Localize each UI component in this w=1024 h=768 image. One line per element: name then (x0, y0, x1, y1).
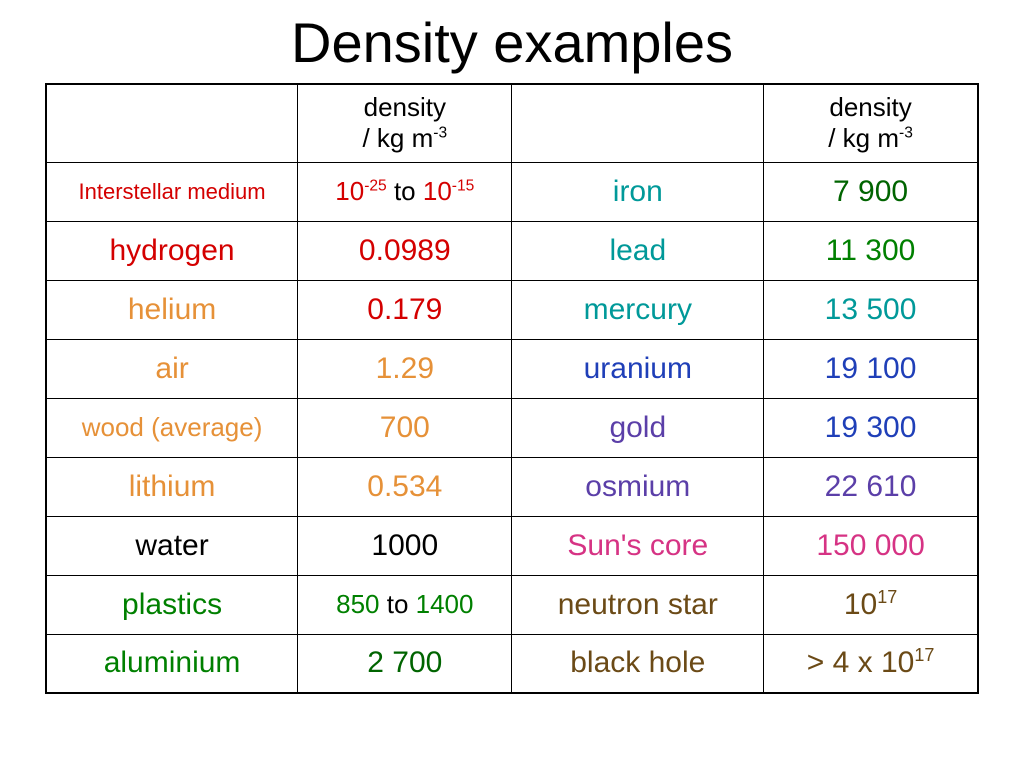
density-value: 0.534 (298, 457, 512, 516)
substance-name: water (46, 516, 298, 575)
substance-name: iron (512, 162, 764, 221)
page-title: Density examples (45, 10, 979, 75)
table-row: Interstellar medium10-25 to 10-15iron7 9… (46, 162, 978, 221)
density-value: 19 100 (764, 339, 978, 398)
substance-name: uranium (512, 339, 764, 398)
table-body: Interstellar medium10-25 to 10-15iron7 9… (46, 162, 978, 693)
header-density-2: density / kg m-3 (764, 84, 978, 162)
substance-name: mercury (512, 280, 764, 339)
substance-name: air (46, 339, 298, 398)
density-value: 0.179 (298, 280, 512, 339)
density-value: > 4 x 1017 (764, 634, 978, 693)
density-table: density / kg m-3 density / kg m-3 Inters… (45, 83, 979, 694)
table-row: lithium0.534osmium22 610 (46, 457, 978, 516)
substance-name: hydrogen (46, 221, 298, 280)
table-header-row: density / kg m-3 density / kg m-3 (46, 84, 978, 162)
substance-name: Sun's core (512, 516, 764, 575)
density-value: 700 (298, 398, 512, 457)
table-row: wood (average)700gold19 300 (46, 398, 978, 457)
header-empty-1 (46, 84, 298, 162)
density-value: 11 300 (764, 221, 978, 280)
table-row: aluminium2 700black hole> 4 x 1017 (46, 634, 978, 693)
substance-name: lithium (46, 457, 298, 516)
density-value: 1.29 (298, 339, 512, 398)
density-value: 1000 (298, 516, 512, 575)
substance-name: lead (512, 221, 764, 280)
substance-name: wood (average) (46, 398, 298, 457)
substance-name: plastics (46, 575, 298, 634)
header-empty-2 (512, 84, 764, 162)
substance-name: Interstellar medium (46, 162, 298, 221)
substance-name: gold (512, 398, 764, 457)
table-row: helium0.179mercury13 500 (46, 280, 978, 339)
density-value: 1017 (764, 575, 978, 634)
table-row: plastics850 to 1400neutron star1017 (46, 575, 978, 634)
density-value: 0.0989 (298, 221, 512, 280)
density-value: 13 500 (764, 280, 978, 339)
density-value: 22 610 (764, 457, 978, 516)
density-value: 2 700 (298, 634, 512, 693)
table-row: hydrogen0.0989lead11 300 (46, 221, 978, 280)
table-row: water1000Sun's core150 000 (46, 516, 978, 575)
density-value: 10-25 to 10-15 (298, 162, 512, 221)
substance-name: black hole (512, 634, 764, 693)
substance-name: osmium (512, 457, 764, 516)
table-row: air1.29uranium19 100 (46, 339, 978, 398)
density-value: 850 to 1400 (298, 575, 512, 634)
density-value: 19 300 (764, 398, 978, 457)
header-density-1: density / kg m-3 (298, 84, 512, 162)
substance-name: aluminium (46, 634, 298, 693)
density-value: 150 000 (764, 516, 978, 575)
substance-name: neutron star (512, 575, 764, 634)
density-value: 7 900 (764, 162, 978, 221)
substance-name: helium (46, 280, 298, 339)
